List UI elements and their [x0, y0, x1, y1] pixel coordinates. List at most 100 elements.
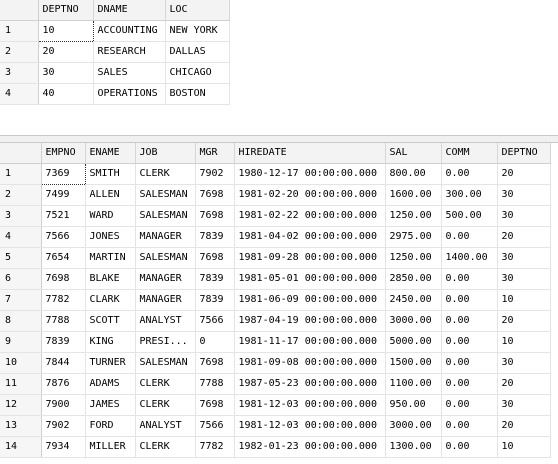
- cell-sal[interactable]: 5000.00: [385, 331, 442, 353]
- cell-comm[interactable]: 0.00: [441, 331, 498, 353]
- row-number[interactable]: 13: [0, 415, 42, 437]
- cell-job[interactable]: MANAGER: [135, 268, 196, 290]
- cell-sal[interactable]: 1500.00: [385, 352, 442, 374]
- cell-job[interactable]: CLERK: [135, 394, 196, 416]
- cell-mgr[interactable]: 7698: [195, 394, 235, 416]
- cell-empno[interactable]: 7499: [41, 184, 86, 206]
- cell-job[interactable]: SALESMAN: [135, 247, 196, 269]
- row-number[interactable]: 4: [0, 226, 42, 248]
- table-row[interactable]: 4 7566 JONES MANAGER 7839 1981-04-02 00:00:00…: [0, 226, 551, 248]
- cell-job[interactable]: PRESI...: [135, 331, 196, 353]
- cell-mgr[interactable]: 7839: [195, 226, 235, 248]
- cell-sal[interactable]: 950.00: [385, 394, 442, 416]
- row-number[interactable]: 10: [0, 352, 42, 374]
- column-header-loc[interactable]: LOC: [165, 0, 230, 21]
- cell-job[interactable]: MANAGER: [135, 289, 196, 311]
- row-number[interactable]: 7: [0, 289, 42, 311]
- cell-loc[interactable]: CHICAGO: [165, 62, 230, 84]
- row-number[interactable]: 1: [0, 163, 42, 185]
- cell-hiredate[interactable]: 1981-05-01 00:00:00.000: [234, 268, 386, 290]
- cell-sal[interactable]: 2975.00: [385, 226, 442, 248]
- cell-deptno[interactable]: 10: [497, 331, 551, 353]
- table-row[interactable]: 10 7844 TURNER SALESMAN 7698 1981-09-08 00:00…: [0, 352, 551, 374]
- table-row[interactable]: 4 40 OPERATIONS BOSTON: [0, 83, 230, 105]
- cell-empno[interactable]: 7844: [41, 352, 86, 374]
- cell-comm[interactable]: 0.00: [441, 394, 498, 416]
- cell-comm[interactable]: 1400.00: [441, 247, 498, 269]
- cell-empno[interactable]: 7369: [40, 162, 86, 185]
- table-row[interactable]: 12 7900 JAMES CLERK 7698 1981-12-03 00:00:00.…: [0, 394, 551, 416]
- table-row[interactable]: 2 7499 ALLEN SALESMAN 7698 1981-02-20 00:00:0…: [0, 184, 551, 206]
- row-number[interactable]: 3: [0, 205, 42, 227]
- cell-hiredate[interactable]: 1987-05-23 00:00:00.000: [234, 373, 386, 395]
- cell-sal[interactable]: 3000.00: [385, 415, 442, 437]
- cell-mgr[interactable]: 7698: [195, 184, 235, 206]
- column-header-mgr[interactable]: MGR: [195, 143, 235, 164]
- cell-empno[interactable]: 7902: [41, 415, 86, 437]
- cell-loc[interactable]: NEW YORK: [165, 20, 230, 42]
- cell-mgr[interactable]: 7698: [195, 247, 235, 269]
- row-number[interactable]: 11: [0, 373, 42, 395]
- cell-loc[interactable]: BOSTON: [165, 83, 230, 105]
- cell-hiredate[interactable]: 1981-02-20 00:00:00.000: [234, 184, 386, 206]
- row-number[interactable]: 5: [0, 247, 42, 269]
- table-row[interactable]: 13 7902 FORD ANALYST 7566 1981-12-03 00:00:00…: [0, 415, 551, 437]
- cell-comm[interactable]: 0.00: [441, 163, 498, 185]
- cell-job[interactable]: MANAGER: [135, 226, 196, 248]
- cell-deptno[interactable]: 30: [497, 352, 551, 374]
- cell-empno[interactable]: 7900: [41, 394, 86, 416]
- table-row[interactable]: 11 7876 ADAMS CLERK 7788 1987-05-23 00:00:00.…: [0, 373, 551, 395]
- cell-hiredate[interactable]: 1982-01-23 00:00:00.000: [234, 436, 386, 458]
- row-number[interactable]: 4: [0, 83, 39, 105]
- cell-ename[interactable]: ALLEN: [85, 184, 136, 206]
- table-row[interactable]: 1 7369 SMITH CLERK 7902 1980-12-17 00:00:00.0…: [0, 162, 551, 185]
- cell-comm[interactable]: 0.00: [441, 415, 498, 437]
- cell-mgr[interactable]: 0: [195, 331, 235, 353]
- cell-comm[interactable]: 0.00: [441, 310, 498, 332]
- cell-hiredate[interactable]: 1981-12-03 00:00:00.000: [234, 415, 386, 437]
- cell-empno[interactable]: 7782: [41, 289, 86, 311]
- cell-deptno[interactable]: 20: [497, 373, 551, 395]
- cell-deptno[interactable]: 20: [497, 226, 551, 248]
- cell-ename[interactable]: FORD: [85, 415, 136, 437]
- row-number[interactable]: 6: [0, 268, 42, 290]
- cell-hiredate[interactable]: 1981-09-28 00:00:00.000: [234, 247, 386, 269]
- row-number[interactable]: 3: [0, 62, 39, 84]
- table-row[interactable]: 5 7654 MARTIN SALESMAN 7698 1981-09-28 00:00:…: [0, 247, 551, 269]
- cell-deptno[interactable]: 10: [37, 19, 94, 42]
- cell-job[interactable]: SALESMAN: [135, 184, 196, 206]
- column-header-deptno[interactable]: DEPTNO: [497, 143, 551, 164]
- cell-deptno[interactable]: 20: [497, 310, 551, 332]
- column-header-dname[interactable]: DNAME: [93, 0, 166, 21]
- cell-ename[interactable]: MILLER: [85, 436, 136, 458]
- row-number[interactable]: 1: [0, 20, 39, 42]
- cell-deptno[interactable]: 30: [497, 394, 551, 416]
- cell-comm[interactable]: 0.00: [441, 373, 498, 395]
- cell-mgr[interactable]: 7698: [195, 352, 235, 374]
- cell-mgr[interactable]: 7902: [195, 163, 235, 185]
- cell-mgr[interactable]: 7788: [195, 373, 235, 395]
- column-header-hiredate[interactable]: HIREDATE: [234, 143, 386, 164]
- cell-comm[interactable]: 500.00: [441, 205, 498, 227]
- table-row[interactable]: 3 30 SALES CHICAGO: [0, 62, 230, 84]
- cell-comm[interactable]: 0.00: [441, 352, 498, 374]
- cell-ename[interactable]: ADAMS: [85, 373, 136, 395]
- cell-ename[interactable]: JONES: [85, 226, 136, 248]
- cell-hiredate[interactable]: 1981-06-09 00:00:00.000: [234, 289, 386, 311]
- cell-ename[interactable]: KING: [85, 331, 136, 353]
- cell-deptno[interactable]: 30: [497, 247, 551, 269]
- column-header-comm[interactable]: COMM: [441, 143, 498, 164]
- table-row[interactable]: 9 7839 KING PRESI... 0 1981-11-17 00:00:00.00…: [0, 331, 551, 353]
- column-header-ename[interactable]: ENAME: [85, 143, 136, 164]
- cell-sal[interactable]: 3000.00: [385, 310, 442, 332]
- cell-mgr[interactable]: 7566: [195, 310, 235, 332]
- cell-job[interactable]: CLERK: [135, 436, 196, 458]
- column-header-sal[interactable]: SAL: [385, 143, 442, 164]
- cell-hiredate[interactable]: 1981-11-17 00:00:00.000: [234, 331, 386, 353]
- cell-dname[interactable]: ACCOUNTING: [93, 20, 166, 42]
- cell-ename[interactable]: SMITH: [85, 163, 136, 185]
- row-number[interactable]: 12: [0, 394, 42, 416]
- cell-empno[interactable]: 7839: [41, 331, 86, 353]
- grid-corner[interactable]: [0, 0, 39, 21]
- column-header-empno[interactable]: EMPNO: [41, 143, 86, 164]
